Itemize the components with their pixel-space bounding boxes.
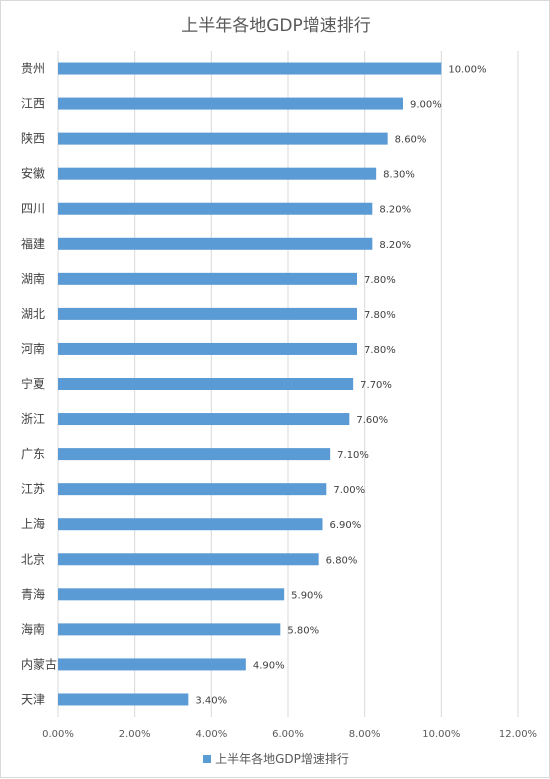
data-label: 7.80%	[364, 310, 396, 321]
data-label: 6.80%	[326, 555, 358, 566]
data-label: 9.00%	[410, 100, 442, 111]
category-label: 浙江	[21, 412, 45, 426]
data-label: 6.90%	[330, 520, 362, 531]
data-label: 8.20%	[379, 205, 411, 216]
category-label: 福建	[21, 236, 45, 251]
category-label: 江苏	[21, 482, 45, 496]
x-tick-label: 12.00%	[499, 729, 537, 740]
category-label: 陕西	[21, 131, 45, 146]
bar	[58, 623, 281, 636]
data-label: 8.20%	[379, 240, 411, 251]
bar	[58, 202, 373, 215]
bar	[58, 483, 327, 496]
legend: 上半年各地GDP增速排行	[1, 750, 550, 767]
data-label: 5.80%	[287, 625, 319, 636]
bar	[58, 378, 354, 390]
data-label: 3.40%	[195, 695, 227, 706]
category-label: 四川	[21, 202, 45, 216]
category-label: 江西	[21, 97, 45, 111]
data-label: 7.00%	[333, 485, 365, 496]
category-label: 贵州	[21, 62, 45, 76]
category-label: 广东	[21, 447, 45, 461]
bar	[58, 342, 357, 355]
category-label: 上海	[21, 516, 45, 531]
category-label: 天津	[21, 692, 45, 706]
category-label: 湖南	[21, 271, 45, 286]
data-label: 7.80%	[364, 345, 396, 356]
legend-label: 上半年各地GDP增速排行	[215, 752, 349, 766]
data-label: 4.90%	[253, 660, 285, 671]
legend-swatch	[203, 755, 212, 763]
data-label: 8.30%	[383, 170, 415, 181]
x-tick-label: 8.00%	[349, 729, 381, 740]
bars	[58, 62, 442, 706]
bar	[58, 413, 350, 426]
x-tick-label: 2.00%	[119, 729, 151, 740]
x-tick-label: 0.00%	[42, 729, 74, 740]
data-label: 7.10%	[337, 450, 369, 461]
bar	[58, 693, 189, 706]
data-label: 7.70%	[360, 380, 392, 391]
data-label: 7.80%	[364, 275, 396, 286]
category-label: 青海	[21, 586, 45, 601]
category-label: 宁夏	[21, 376, 45, 391]
category-label: 北京	[21, 552, 45, 566]
bar	[58, 307, 357, 320]
bar	[58, 62, 442, 75]
x-tick-label: 6.00%	[272, 729, 304, 740]
bar	[58, 518, 323, 531]
labels: 0.00% 2.00% 4.00% 6.00% 8.00% 10.00% 12.00% 贵州 1…	[21, 62, 537, 740]
category-label: 河南	[21, 341, 45, 356]
bar	[58, 553, 319, 566]
x-tick-label: 10.00%	[422, 729, 460, 740]
bar	[58, 132, 388, 145]
bar	[58, 448, 331, 461]
data-label: 5.90%	[291, 590, 323, 601]
bar	[58, 167, 377, 180]
category-label: 湖北	[21, 306, 45, 321]
data-label: 8.60%	[395, 135, 427, 146]
data-label: 10.00%	[448, 65, 486, 76]
x-tick-label: 4.00%	[195, 729, 227, 740]
bar	[58, 237, 373, 250]
category-label: 安徽	[21, 166, 45, 181]
category-label: 内蒙古	[21, 656, 57, 671]
bar	[58, 272, 357, 285]
bar	[58, 97, 403, 110]
bar	[58, 658, 246, 671]
bar	[58, 588, 285, 601]
category-label: 海南	[21, 621, 45, 636]
data-label: 7.60%	[356, 415, 388, 426]
chart-title: 上半年各地GDP增速排行	[181, 16, 371, 36]
